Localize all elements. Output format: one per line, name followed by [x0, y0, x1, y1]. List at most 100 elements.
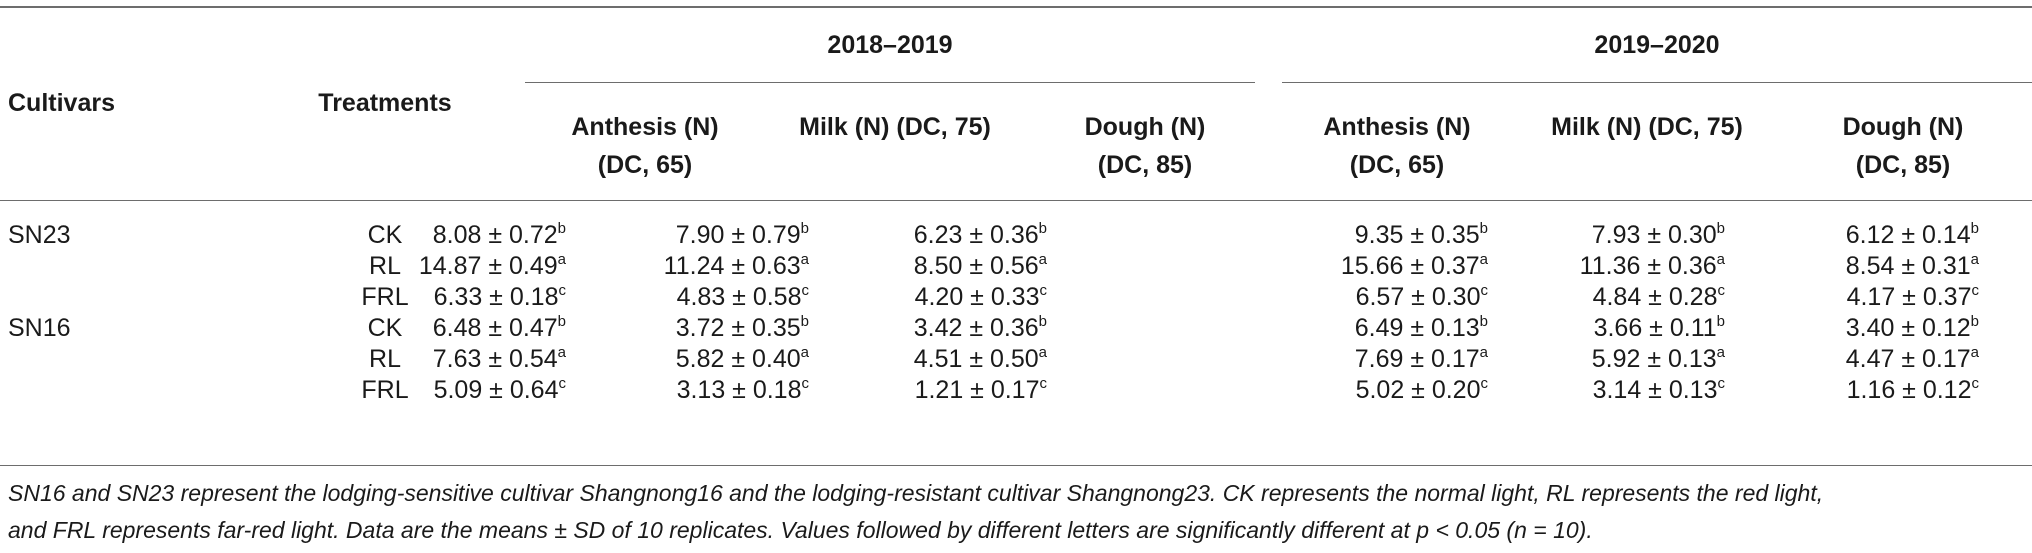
- cell-value: 7.63 ± 0.54a: [346, 342, 566, 376]
- cell-value: 6.48 ± 0.47b: [346, 311, 566, 345]
- cell-significance-letter: a: [557, 344, 566, 361]
- header-anthesis-2018: Anthesis (N) (DC, 65): [571, 113, 719, 179]
- cell-treatment: FRL: [361, 376, 409, 404]
- cell-value: 5.02 ± 0.20c: [1268, 373, 1488, 407]
- table-header-rule: [0, 200, 2032, 201]
- cell-mean-sd: 4.51 ± 0.50: [913, 345, 1039, 373]
- cell-significance-letter: a: [1970, 251, 1979, 268]
- cell-significance-letter: c: [1480, 282, 1489, 299]
- cell-mean-sd: 7.69 ± 0.17: [1354, 345, 1480, 373]
- cell-significance-letter: b: [1038, 313, 1047, 330]
- cell-significance-letter: a: [800, 344, 809, 361]
- cell-significance-letter: c: [1717, 375, 1726, 392]
- cell-significance-letter: b: [1716, 220, 1725, 237]
- cell-value: 1.16 ± 0.12c: [1759, 373, 1979, 407]
- cell-significance-letter: a: [1038, 344, 1047, 361]
- cell-cultivar: SN16: [8, 314, 71, 342]
- cell-mean-sd: 4.20 ± 0.33: [914, 283, 1040, 311]
- cell-mean-sd: 11.36 ± 0.36: [1579, 252, 1717, 280]
- cell-value: 3.40 ± 0.12b: [1759, 311, 1979, 345]
- cell-value: 5.82 ± 0.40a: [589, 342, 809, 376]
- cell-value: 5.09 ± 0.64c: [346, 373, 566, 407]
- cell-mean-sd: 7.63 ± 0.54: [432, 345, 558, 373]
- cell-significance-letter: a: [1716, 344, 1725, 361]
- cell-value: 3.72 ± 0.35b: [589, 311, 809, 345]
- cell-mean-sd: 5.09 ± 0.64: [433, 376, 559, 404]
- cell-mean-sd: 4.17 ± 0.37: [1846, 283, 1972, 311]
- cell-cultivar: SN23: [8, 221, 71, 249]
- cell-value: 6.23 ± 0.36b: [827, 218, 1047, 252]
- cell-value: 6.49 ± 0.13b: [1268, 311, 1488, 345]
- cell-mean-sd: 3.66 ± 0.11: [1593, 314, 1717, 342]
- cell-mean-sd: 11.24 ± 0.63: [663, 252, 801, 280]
- cell-value: 7.90 ± 0.79b: [589, 218, 809, 252]
- cell-value: 8.54 ± 0.31a: [1759, 249, 1979, 283]
- cell-mean-sd: 5.82 ± 0.40: [675, 345, 801, 373]
- cell-significance-letter: a: [557, 251, 566, 268]
- cell-value: 4.51 ± 0.50a: [827, 342, 1047, 376]
- cell-treatment: RL: [369, 345, 401, 373]
- header-year-2019-2020: 2019–2020: [1594, 31, 1720, 59]
- cell-mean-sd: 9.35 ± 0.35: [1354, 221, 1480, 249]
- table-footnote: SN16 and SN23 represent the lodging-sens…: [8, 475, 2018, 549]
- cell-significance-letter: b: [1479, 313, 1488, 330]
- cell-mean-sd: 7.90 ± 0.79: [675, 221, 801, 249]
- cell-significance-letter: b: [800, 313, 809, 330]
- cell-value: 7.93 ± 0.30b: [1505, 218, 1725, 252]
- cell-mean-sd: 1.21 ± 0.17: [914, 376, 1040, 404]
- cell-value: 8.08 ± 0.72b: [346, 218, 566, 252]
- cell-value: 1.21 ± 0.17c: [827, 373, 1047, 407]
- cell-significance-letter: a: [1038, 251, 1047, 268]
- cell-value: 6.12 ± 0.14b: [1759, 218, 1979, 252]
- cell-value: 11.36 ± 0.36a: [1505, 249, 1725, 283]
- cell-mean-sd: 3.40 ± 0.12: [1845, 314, 1971, 342]
- cell-value: 6.57 ± 0.30c: [1268, 280, 1488, 314]
- cell-significance-letter: c: [1480, 375, 1489, 392]
- cell-mean-sd: 3.42 ± 0.36: [913, 314, 1039, 342]
- cell-mean-sd: 3.14 ± 0.13: [1592, 376, 1718, 404]
- header-subrule-2019-2020: [1282, 82, 2032, 83]
- cell-significance-letter: c: [558, 375, 567, 392]
- cell-mean-sd: 6.57 ± 0.30: [1355, 283, 1481, 311]
- cell-mean-sd: 4.84 ± 0.28: [1592, 283, 1718, 311]
- cell-value: 14.87 ± 0.49a: [346, 249, 566, 283]
- cell-treatment: RL: [369, 252, 401, 280]
- cell-significance-letter: a: [1479, 344, 1488, 361]
- cell-significance-letter: b: [1970, 313, 1979, 330]
- cell-mean-sd: 7.93 ± 0.30: [1591, 221, 1717, 249]
- cell-treatment: CK: [367, 221, 403, 249]
- cell-significance-letter: a: [1479, 251, 1488, 268]
- cell-value: 9.35 ± 0.35b: [1268, 218, 1488, 252]
- cell-significance-letter: c: [1971, 282, 1980, 299]
- cell-significance-letter: b: [1716, 313, 1725, 330]
- cell-mean-sd: 1.16 ± 0.12: [1846, 376, 1972, 404]
- cell-value: 4.84 ± 0.28c: [1505, 280, 1725, 314]
- footnote-line-1: SN16 and SN23 represent the lodging-sens…: [8, 480, 1824, 506]
- header-milk-2018: Milk (N) (DC, 75): [799, 113, 991, 141]
- cell-value: 4.83 ± 0.58c: [589, 280, 809, 314]
- table-bottom-rule: [0, 465, 2032, 466]
- cell-significance-letter: b: [557, 313, 566, 330]
- cell-mean-sd: 14.87 ± 0.49: [418, 252, 558, 280]
- cell-significance-letter: c: [1039, 282, 1048, 299]
- cell-mean-sd: 8.08 ± 0.72: [432, 221, 558, 249]
- cell-mean-sd: 6.23 ± 0.36: [913, 221, 1039, 249]
- cell-mean-sd: 3.72 ± 0.35: [675, 314, 801, 342]
- cell-mean-sd: 4.47 ± 0.17: [1845, 345, 1971, 373]
- header-dough-2018: Dough (N) (DC, 85): [1084, 113, 1206, 179]
- cell-value: 8.50 ± 0.56a: [827, 249, 1047, 283]
- footnote-line-2: and FRL represents far-red light. Data a…: [8, 517, 1593, 543]
- cell-mean-sd: 6.33 ± 0.18: [433, 283, 559, 311]
- header-treatments: Treatments: [318, 89, 452, 117]
- cell-value: 3.42 ± 0.36b: [827, 311, 1047, 345]
- cell-significance-letter: a: [800, 251, 809, 268]
- cell-significance-letter: b: [1038, 220, 1047, 237]
- cell-significance-letter: c: [801, 282, 810, 299]
- cell-value: 4.47 ± 0.17a: [1759, 342, 1979, 376]
- cell-value: 3.13 ± 0.18c: [589, 373, 809, 407]
- cell-mean-sd: 8.54 ± 0.31: [1845, 252, 1971, 280]
- cell-treatment: FRL: [361, 283, 409, 311]
- cell-significance-letter: c: [558, 282, 567, 299]
- cell-mean-sd: 5.02 ± 0.20: [1355, 376, 1481, 404]
- cell-significance-letter: b: [1479, 220, 1488, 237]
